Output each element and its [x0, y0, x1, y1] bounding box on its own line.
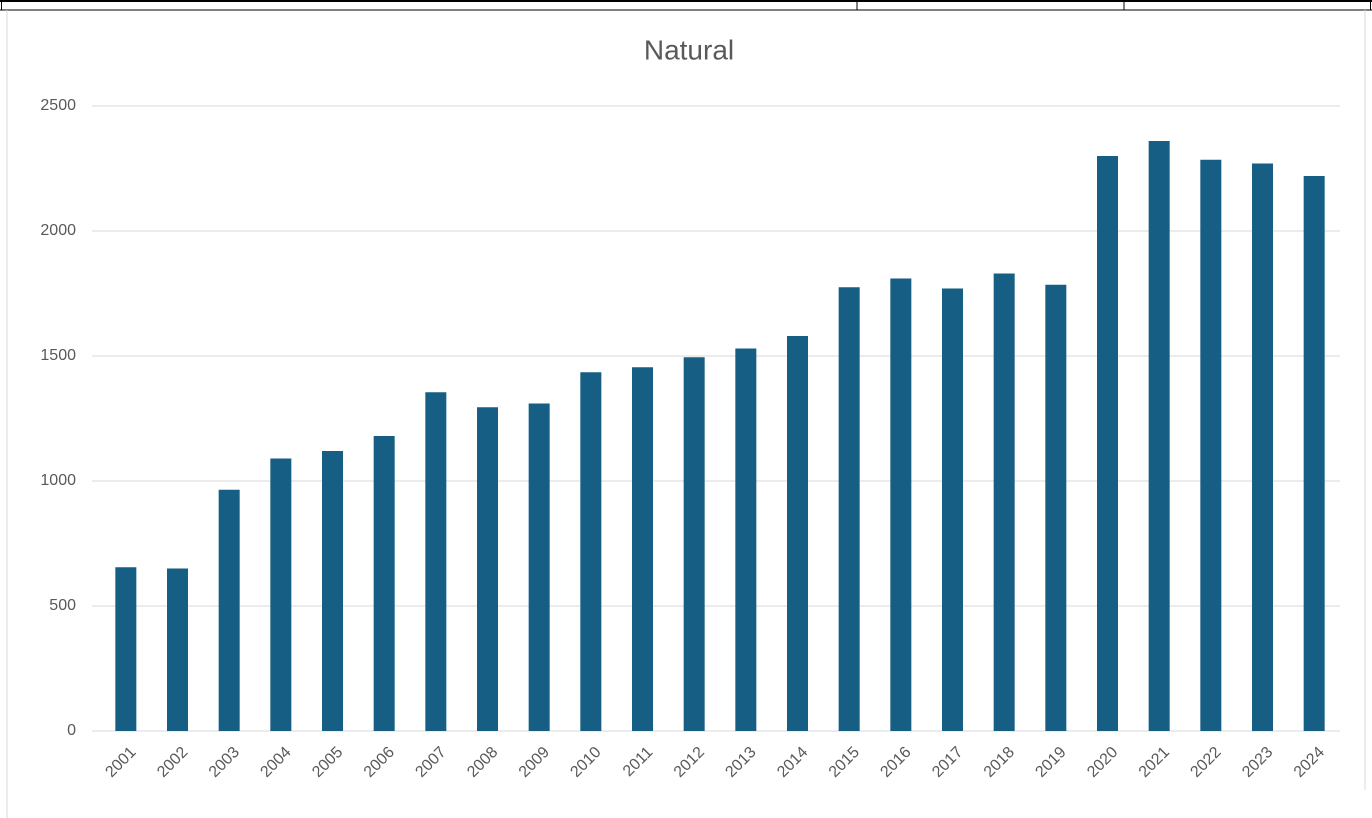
y-tick-label: 500	[49, 597, 76, 614]
bar	[115, 567, 137, 731]
bar	[683, 357, 705, 731]
y-tick-label: 1000	[40, 472, 76, 489]
bar	[1303, 176, 1325, 731]
bar	[477, 407, 498, 731]
chart-title: Natural	[644, 34, 734, 65]
bar	[167, 568, 188, 731]
bar	[322, 451, 343, 731]
y-tick-label: 1500	[40, 347, 76, 364]
bar	[632, 367, 653, 731]
bar	[942, 288, 963, 731]
y-tick-label: 0	[67, 722, 76, 739]
y-tick-label: 2000	[40, 222, 76, 239]
bar	[218, 489, 240, 731]
bar	[1200, 159, 1222, 731]
bar	[1148, 141, 1170, 731]
bar	[1252, 163, 1273, 731]
bar	[838, 287, 860, 731]
bar	[890, 278, 912, 731]
bar	[373, 436, 395, 731]
y-tick-label: 2500	[40, 97, 76, 114]
bar	[425, 392, 447, 731]
bar	[580, 372, 602, 731]
bar	[1097, 156, 1118, 731]
bar	[993, 273, 1015, 731]
bar	[735, 348, 757, 731]
bar	[528, 403, 550, 731]
bar	[787, 336, 808, 731]
bar	[1045, 284, 1067, 731]
bar	[270, 458, 292, 731]
